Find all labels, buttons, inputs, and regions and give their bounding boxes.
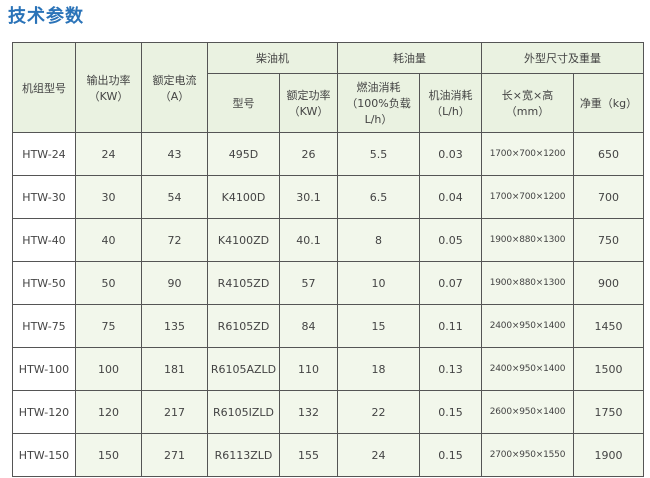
cell-dims: 2700×950×1550 [481,433,574,477]
cell-output: 75 [75,304,142,348]
header-model: 机组型号 [12,42,76,133]
cell-weight: 1750 [573,390,644,434]
table-row: HTW-120 120 217 R6105IZLD 132 22 0.15 26… [12,390,644,434]
header-engine-model: 型号 [207,73,280,133]
cell-model: HTW-120 [12,390,76,434]
cell-dims: 2400×950×1400 [481,347,574,391]
cell-fuel: 10 [337,261,420,305]
cell-weight: 1500 [573,347,644,391]
cell-current: 271 [141,433,208,477]
header-fuel-consumption: 燃油消耗 （100%负载L/h） [337,73,420,133]
cell-output: 50 [75,261,142,305]
header-net-weight: 净重（kg） [573,73,644,133]
cell-fuel: 8 [337,218,420,262]
header-engine-power: 额定功率 （KW） [279,73,338,133]
cell-weight: 1900 [573,433,644,477]
cell-output: 120 [75,390,142,434]
table-row: HTW-75 75 135 R6105ZD 84 15 0.11 2400×95… [12,304,644,348]
cell-model: HTW-40 [12,218,76,262]
cell-oil: 0.15 [419,390,482,434]
cell-model: HTW-30 [12,175,76,219]
cell-current: 217 [141,390,208,434]
cell-fuel: 24 [337,433,420,477]
header-rated-current: 额定电流 （A） [141,42,208,133]
header-oil-consumption: 机油消耗 （L/h） [419,73,482,133]
cell-dims: 1700×700×1200 [481,175,574,219]
cell-engine: R4105ZD [207,261,280,305]
cell-current: 90 [141,261,208,305]
cell-engine-power: 30.1 [279,175,338,219]
cell-fuel: 5.5 [337,132,420,176]
header-dimensions: 长×宽×高 （mm） [481,73,574,133]
table-row: HTW-40 40 72 K4100ZD 40.1 8 0.05 1900×88… [12,218,644,262]
cell-fuel: 15 [337,304,420,348]
cell-engine: R6105AZLD [207,347,280,391]
cell-current: 54 [141,175,208,219]
cell-oil: 0.13 [419,347,482,391]
header-dimensions-group: 外型尺寸及重量 [481,42,644,74]
cell-oil: 0.04 [419,175,482,219]
cell-weight: 1450 [573,304,644,348]
cell-dims: 1900×880×1300 [481,261,574,305]
cell-engine-power: 57 [279,261,338,305]
spec-table: 机组型号 输出功率 （KW） 额定电流 （A） 柴油机 耗油量 外型尺寸及重量 … [12,42,644,477]
cell-output: 24 [75,132,142,176]
table-row: HTW-100 100 181 R6105AZLD 110 18 0.13 24… [12,347,644,391]
cell-current: 72 [141,218,208,262]
cell-oil: 0.07 [419,261,482,305]
cell-engine-power: 110 [279,347,338,391]
cell-engine-power: 155 [279,433,338,477]
cell-fuel: 6.5 [337,175,420,219]
cell-engine-power: 40.1 [279,218,338,262]
page-title: 技术参数 [8,6,84,27]
cell-dims: 2600×950×1400 [481,390,574,434]
cell-output: 100 [75,347,142,391]
cell-engine-power: 26 [279,132,338,176]
cell-output: 150 [75,433,142,477]
header-diesel-engine: 柴油机 [207,42,338,74]
cell-engine: K4100D [207,175,280,219]
cell-fuel: 18 [337,347,420,391]
cell-oil: 0.11 [419,304,482,348]
cell-dims: 1900×880×1300 [481,218,574,262]
cell-oil: 0.03 [419,132,482,176]
table-row: HTW-24 24 43 495D 26 5.5 0.03 1700×700×1… [12,132,644,176]
cell-weight: 750 [573,218,644,262]
cell-current: 135 [141,304,208,348]
cell-fuel: 22 [337,390,420,434]
spec-table-body: HTW-24 24 43 495D 26 5.5 0.03 1700×700×1… [12,132,644,477]
cell-dims: 2400×950×1400 [481,304,574,348]
cell-output: 30 [75,175,142,219]
cell-model: HTW-100 [12,347,76,391]
table-row: HTW-50 50 90 R4105ZD 57 10 0.07 1900×880… [12,261,644,305]
cell-weight: 700 [573,175,644,219]
header-row-sub: 型号 额定功率 （KW） 燃油消耗 （100%负载L/h） 机油消耗 （L/h）… [13,73,644,133]
cell-dims: 1700×700×1200 [481,132,574,176]
cell-engine-power: 132 [279,390,338,434]
cell-model: HTW-150 [12,433,76,477]
cell-engine: R6113ZLD [207,433,280,477]
cell-current: 43 [141,132,208,176]
cell-engine: 495D [207,132,280,176]
cell-weight: 650 [573,132,644,176]
header-output-power: 输出功率 （KW） [75,42,142,133]
cell-engine: R6105IZLD [207,390,280,434]
cell-engine-power: 84 [279,304,338,348]
cell-output: 40 [75,218,142,262]
cell-weight: 900 [573,261,644,305]
header-row-top: 机组型号 输出功率 （KW） 额定电流 （A） 柴油机 耗油量 外型尺寸及重量 [12,42,644,133]
cell-current: 181 [141,347,208,391]
header-fuel-consumption-group: 耗油量 [337,42,482,74]
cell-engine: K4100ZD [207,218,280,262]
table-row: HTW-30 30 54 K4100D 30.1 6.5 0.04 1700×7… [12,175,644,219]
cell-model: HTW-50 [12,261,76,305]
cell-engine: R6105ZD [207,304,280,348]
cell-model: HTW-75 [12,304,76,348]
cell-oil: 0.05 [419,218,482,262]
table-row: HTW-150 150 271 R6113ZLD 155 24 0.15 270… [12,433,644,477]
cell-oil: 0.15 [419,433,482,477]
cell-model: HTW-24 [12,132,76,176]
